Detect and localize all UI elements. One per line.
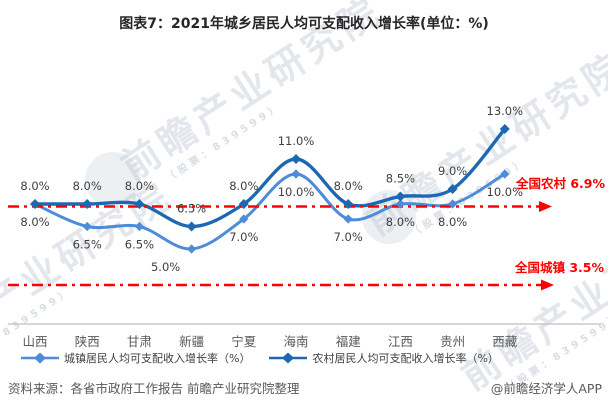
- data-point-marker: [343, 199, 354, 209]
- data-point-label: 6.5%: [177, 202, 206, 216]
- data-point-marker: [186, 221, 197, 232]
- legend-item-rural: 农村居民人均可支配收入增长率（%）: [268, 350, 499, 366]
- legend-marker-rural-icon: [269, 352, 308, 364]
- data-point-label: 8.0%: [20, 179, 49, 193]
- x-axis-label: 江西: [388, 334, 413, 349]
- data-point-label: 8.0%: [73, 179, 102, 193]
- data-point-label: 7.0%: [334, 230, 363, 244]
- data-point-label: 10.0%: [278, 185, 315, 199]
- data-point-marker: [499, 124, 510, 134]
- data-point-marker: [134, 221, 144, 232]
- data-point-label: 9.0%: [438, 164, 467, 178]
- x-axis-label: 福建: [336, 334, 362, 349]
- data-point-marker: [134, 199, 145, 209]
- data-point-label: 10.0%: [487, 185, 524, 199]
- data-point-label: 5.0%: [151, 260, 180, 274]
- chart-title: 图表7：2021年城乡居民人均可支配收入增长率(单位：%): [119, 16, 489, 32]
- reference-arrow-icon: [539, 201, 552, 212]
- data-point-marker: [82, 199, 93, 209]
- data-point-marker: [447, 184, 458, 194]
- data-point-label: 8.5%: [386, 172, 415, 186]
- data-point-label: 8.0%: [438, 215, 467, 229]
- data-point-marker: [291, 169, 301, 179]
- data-point-marker: [291, 154, 301, 164]
- legend: 城镇居民人均可支配收入增长率（%） 农村居民人均可支配收入增长率（%）: [20, 350, 499, 366]
- x-axis-label: 甘肃: [127, 334, 152, 349]
- data-point-label: 7.0%: [229, 230, 258, 244]
- app-credit: @前瞻经济学人APP: [490, 381, 602, 396]
- legend-label-rural: 农村居民人均可支配收入增长率（%）: [312, 352, 499, 365]
- x-axis-label: 贵州: [440, 334, 465, 349]
- data-point-label: 11.0%: [278, 134, 315, 148]
- x-axis-label: 西藏: [492, 334, 518, 349]
- x-axis-label: 新疆: [179, 334, 204, 349]
- data-point-label: 8.0%: [125, 179, 154, 193]
- data-point-marker: [343, 214, 353, 224]
- series-line-rural: [33, 127, 507, 229]
- data-point-label: 6.5%: [73, 238, 102, 252]
- data-point-marker: [30, 199, 40, 209]
- data-point-label: 6.5%: [125, 238, 154, 252]
- x-axis-label: 山西: [22, 334, 47, 349]
- data-point-label: 8.0%: [386, 215, 415, 229]
- data-point-label: 8.0%: [334, 179, 363, 193]
- data-point-marker: [82, 221, 92, 232]
- reference-arrow-icon: [541, 279, 554, 291]
- data-point-label: 8.0%: [229, 179, 258, 193]
- reference-label: 全国城镇 3.5%: [514, 260, 604, 275]
- legend-label-urban: 城镇居民人均可支配收入增长率（%）: [64, 352, 251, 365]
- data-point-marker: [395, 199, 405, 209]
- data-point-label: 13.0%: [487, 104, 524, 118]
- data-point-marker: [448, 199, 458, 209]
- data-point-marker: [395, 191, 406, 202]
- data-point-marker: [239, 214, 249, 224]
- reference-label: 全国农村 6.9%: [515, 176, 605, 191]
- data-point-marker: [187, 244, 197, 254]
- data-point-marker: [500, 169, 510, 179]
- data-point-label: 8.0%: [20, 215, 49, 229]
- x-axis-label: 海南: [283, 334, 308, 349]
- data-point-marker: [238, 199, 249, 209]
- source-note: 资料来源：各省市政府工作报告 前瞻产业研究院整理: [8, 381, 300, 396]
- x-axis-label: 陕西: [75, 334, 100, 349]
- x-axis-label: 宁夏: [231, 334, 257, 349]
- series-line-urban: [33, 172, 507, 251]
- legend-marker-urban-icon: [21, 352, 59, 364]
- legend-item-urban: 城镇居民人均可支配收入增长率（%）: [20, 350, 250, 366]
- footer: 资料来源：各省市政府工作报告 前瞻产业研究院整理 @前瞻经济学人APP: [8, 378, 602, 397]
